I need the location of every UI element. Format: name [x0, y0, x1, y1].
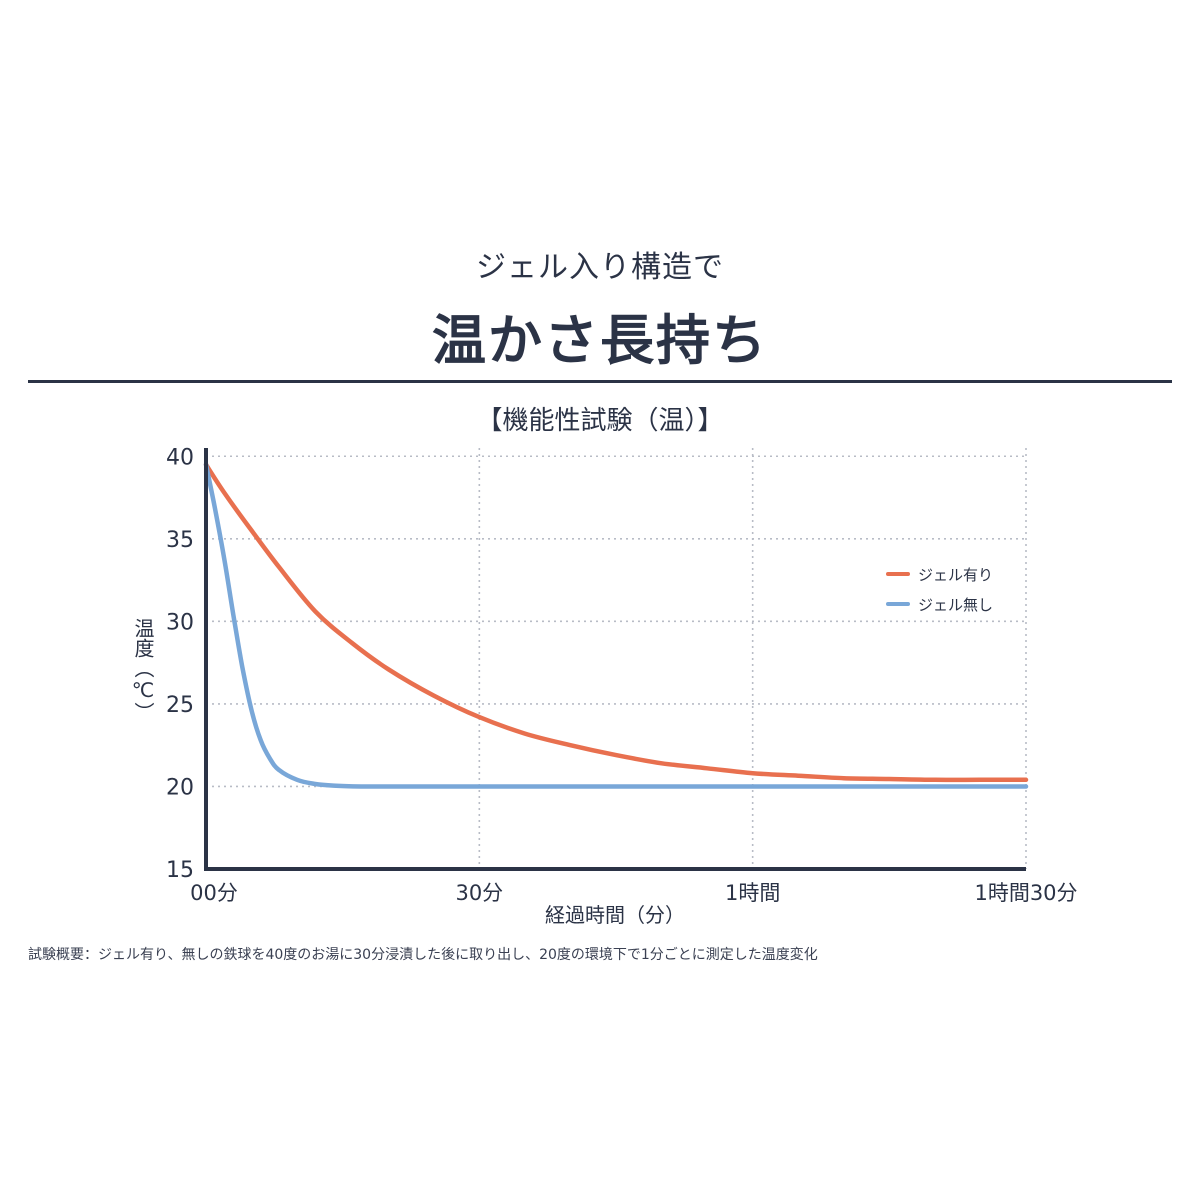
x-tick-label: 30分 — [455, 881, 503, 905]
legend-entry-gel: ジェル有り — [918, 566, 993, 584]
y-tick-label: 35 — [166, 528, 194, 553]
divider — [28, 380, 1172, 383]
x-tick-label: 1時間 — [725, 881, 780, 905]
y-tick-label: 40 — [166, 445, 194, 470]
series-line-gel — [203, 462, 1029, 783]
x-axis-title: 経過時間（分） — [545, 903, 685, 927]
series-line-no-gel — [203, 462, 1029, 789]
test-footnote: 試験概要：ジェル有り、無しの鉄球を40度のお湯に30分浸漬した後に取り出し、20… — [28, 947, 818, 963]
y-tick-label: 15 — [166, 858, 194, 883]
y-tick-label: 20 — [166, 775, 194, 800]
y-tick-label: 25 — [166, 693, 194, 718]
x-tick-label: 00分 — [190, 881, 238, 905]
y-axis-title: 温度（℃） — [131, 618, 155, 722]
x-tick-label: 1時間30分 — [974, 881, 1077, 905]
y-tick-label: 30 — [166, 610, 194, 635]
chart-title: 【機能性試験（温）】 — [476, 406, 724, 436]
legend-entry-no-gel: ジェル無し — [918, 596, 993, 614]
page-subtitle: ジェル入り構造で — [476, 250, 724, 285]
page-title: 温かさ長持ち — [432, 309, 768, 372]
